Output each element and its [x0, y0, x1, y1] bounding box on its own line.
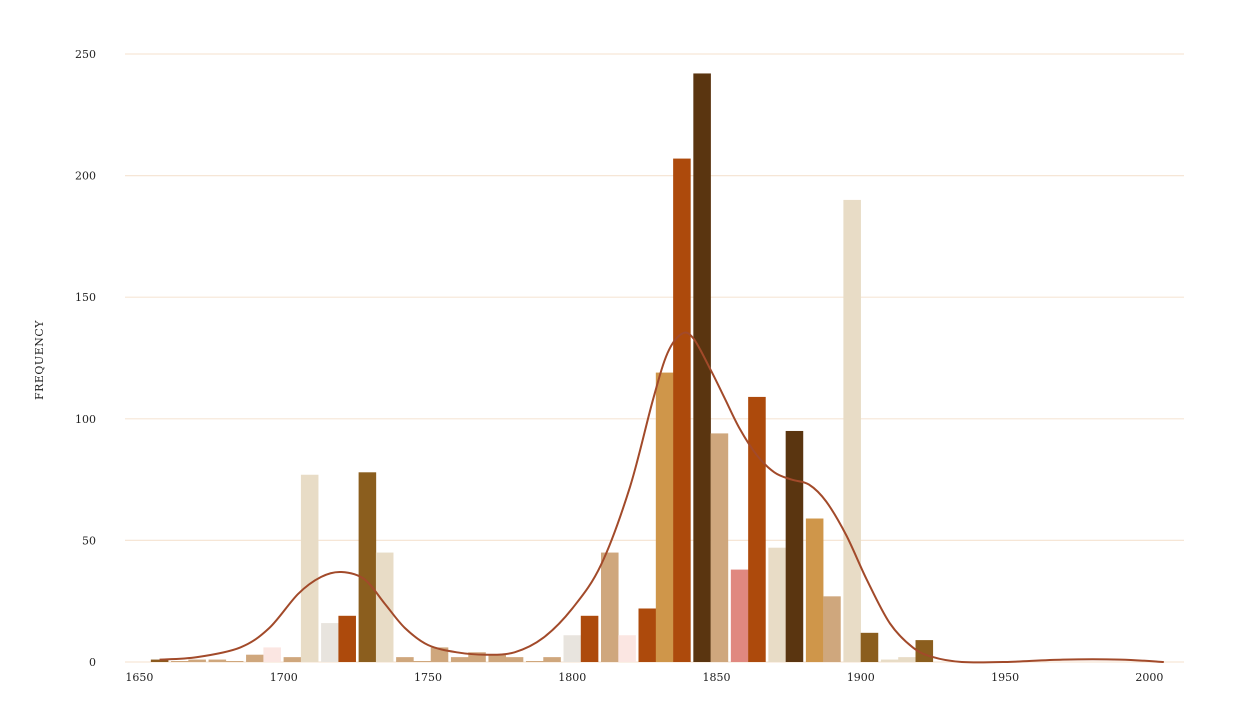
histogram-bar	[618, 635, 636, 662]
y-tick-label: 250	[75, 48, 96, 61]
histogram-bar	[188, 659, 206, 662]
x-tick-label: 1850	[703, 671, 731, 684]
x-tick-label: 1750	[414, 671, 442, 684]
y-tick-label: 150	[75, 291, 96, 304]
histogram-bar	[468, 652, 486, 662]
y-tick-label: 100	[75, 413, 96, 426]
histogram-bar	[358, 472, 377, 662]
histogram-bar	[580, 615, 599, 662]
grid-lines	[125, 53, 1184, 663]
histogram-bar	[375, 552, 394, 662]
histogram-bar	[150, 659, 169, 662]
x-tick-label: 1900	[847, 671, 875, 684]
histogram-bar	[430, 647, 449, 662]
density-curve	[159, 331, 1164, 664]
histogram-bar	[693, 73, 711, 663]
x-tick-label: 1650	[125, 671, 153, 684]
y-tick-labels: 0 50 100 150 200 250	[75, 48, 96, 669]
x-tick-label: 1800	[558, 671, 586, 684]
histogram-bar	[300, 474, 319, 662]
histogram-bar	[543, 657, 561, 662]
histogram-bar	[843, 199, 861, 663]
histogram-bar	[860, 632, 879, 662]
y-axis-label: FREQUENCY	[33, 320, 46, 400]
histogram-bar	[505, 657, 524, 662]
histogram-bar	[768, 547, 786, 662]
histogram-bar	[413, 661, 431, 662]
histogram-bar	[563, 635, 582, 662]
histogram-bar	[338, 615, 356, 662]
histogram-bar	[823, 596, 841, 662]
histogram-bar	[785, 430, 804, 662]
y-tick-label: 50	[82, 534, 96, 547]
histogram-bar	[805, 518, 824, 662]
histogram-bar	[488, 654, 507, 662]
y-tick-label: 0	[89, 656, 96, 669]
histogram-bar	[898, 657, 916, 662]
bars	[150, 73, 934, 663]
x-tick-labels: 1650 1700 1750 1800 1850 1900 1950 2000	[125, 671, 1163, 684]
histogram-bar	[450, 657, 469, 662]
histogram-bar	[171, 661, 189, 662]
x-tick-label: 2000	[1135, 671, 1163, 684]
x-tick-label: 1700	[270, 671, 298, 684]
histogram-bar	[525, 661, 544, 662]
histogram-bar	[246, 654, 264, 662]
histogram-bar	[225, 661, 244, 662]
histogram-bar	[730, 569, 749, 662]
histogram-bar	[600, 552, 619, 662]
histogram-bar	[673, 158, 691, 663]
y-tick-label: 200	[75, 170, 96, 183]
histogram-bar	[208, 659, 227, 662]
histogram-bar	[655, 372, 674, 662]
histogram-bar	[283, 657, 302, 662]
histogram-bar	[263, 647, 281, 662]
histogram-bar	[880, 659, 899, 662]
histogram-bar	[396, 657, 414, 662]
x-tick-label: 1950	[991, 671, 1019, 684]
histogram-bar	[748, 396, 766, 662]
histogram-bar	[638, 608, 657, 662]
histogram-bar	[321, 623, 339, 662]
histogram-bar	[710, 433, 729, 662]
